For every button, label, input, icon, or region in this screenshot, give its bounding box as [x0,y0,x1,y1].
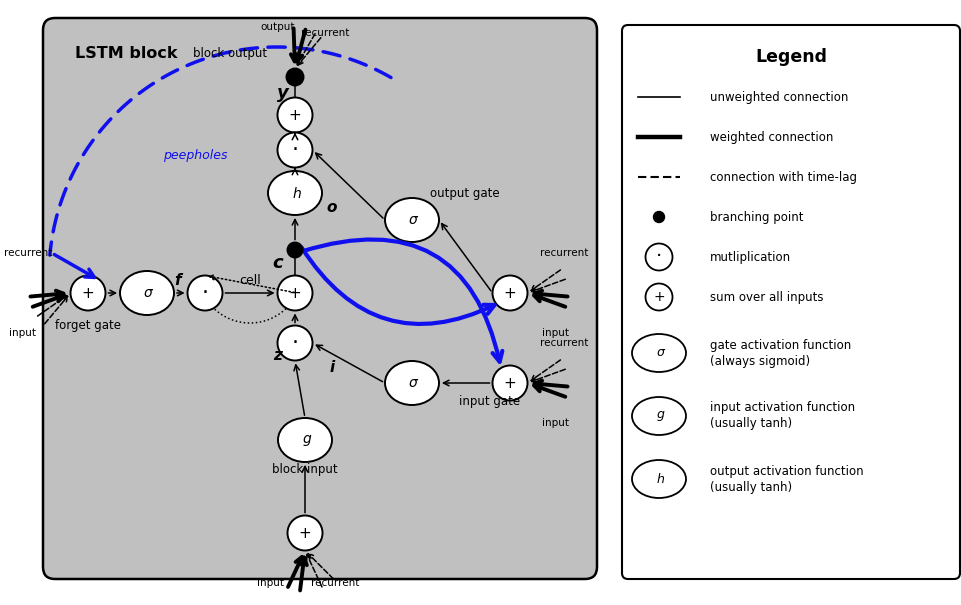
Ellipse shape [631,460,685,498]
Text: gate activation function
(always sigmoid): gate activation function (always sigmoid… [709,339,850,367]
Text: input: input [541,418,568,428]
Text: unweighted connection: unweighted connection [709,91,848,103]
Ellipse shape [268,171,322,215]
FancyBboxPatch shape [43,18,597,579]
Text: z: z [273,348,283,364]
Text: +: + [298,526,311,540]
Text: output: output [260,22,295,32]
Text: LSTM block: LSTM block [75,45,178,61]
Text: mutliplication: mutliplication [709,250,790,264]
Circle shape [492,275,527,310]
Ellipse shape [631,334,685,372]
Text: $\sigma$: $\sigma$ [408,213,419,227]
Circle shape [277,325,312,361]
Text: recurrent: recurrent [539,338,588,348]
Circle shape [287,243,302,258]
Text: c: c [272,254,283,272]
Text: Legend: Legend [754,48,826,66]
Text: block output: block output [193,47,267,59]
Circle shape [70,275,106,310]
Text: peepholes: peepholes [162,148,227,162]
Text: forget gate: forget gate [55,318,121,332]
Text: input: input [9,328,36,338]
Text: weighted connection: weighted connection [709,131,832,143]
Circle shape [645,284,672,310]
Text: +: + [653,290,664,304]
Ellipse shape [120,271,174,315]
Text: +: + [288,286,301,301]
FancyBboxPatch shape [622,25,959,579]
Text: +: + [288,108,301,122]
Text: input gate: input gate [459,396,520,408]
Text: output activation function
(usually tanh): output activation function (usually tanh… [709,465,863,494]
Text: i: i [329,359,334,374]
Text: sum over all inputs: sum over all inputs [709,290,823,304]
Ellipse shape [631,397,685,435]
Text: $\sigma$: $\sigma$ [408,376,419,390]
Text: block input: block input [272,463,337,477]
Text: cell: cell [239,273,260,287]
Circle shape [187,275,222,310]
Text: $h$: $h$ [655,472,665,486]
Text: recurrent: recurrent [539,248,588,258]
Circle shape [286,68,303,85]
Ellipse shape [384,361,438,405]
Text: output gate: output gate [430,186,500,200]
Text: input activation function
(usually tanh): input activation function (usually tanh) [709,402,854,431]
Text: ·: · [291,333,298,353]
Text: input: input [257,578,283,588]
Circle shape [645,243,672,270]
Text: $g$: $g$ [302,433,311,448]
Text: ·: · [201,283,209,303]
Ellipse shape [384,198,438,242]
Text: +: + [82,286,94,301]
Text: $h$: $h$ [292,186,302,200]
Text: $\sigma$: $\sigma$ [143,286,155,300]
Circle shape [492,365,527,401]
Circle shape [287,515,322,551]
Text: ·: · [291,140,298,160]
Text: recurrent: recurrent [301,28,349,38]
Text: y: y [277,84,288,102]
Text: +: + [504,286,516,301]
Circle shape [277,97,312,132]
Ellipse shape [278,418,332,462]
Text: f: f [175,272,181,287]
Text: $g$: $g$ [655,409,665,423]
Text: $\sigma$: $\sigma$ [655,347,665,359]
Circle shape [277,275,312,310]
Text: input: input [541,328,568,338]
Text: recurrent: recurrent [310,578,358,588]
Text: ·: · [655,247,661,266]
Circle shape [277,132,312,168]
Text: o: o [327,200,337,215]
Circle shape [653,212,664,223]
Text: +: + [504,376,516,390]
Text: branching point: branching point [709,211,802,223]
Text: connection with time-lag: connection with time-lag [709,171,856,183]
Text: recurrent: recurrent [4,248,52,258]
